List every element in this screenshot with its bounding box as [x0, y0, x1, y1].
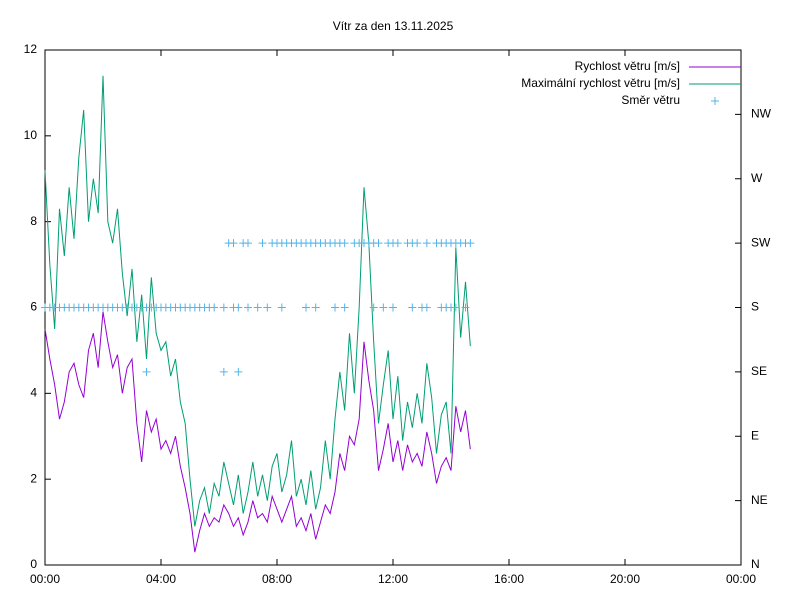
- line-series: [44, 311, 471, 553]
- x-tick-label: 12:00: [378, 572, 408, 586]
- direction-point: [311, 303, 320, 312]
- direction-point: [234, 367, 243, 376]
- direction-point: [234, 303, 243, 312]
- direction-point: [258, 239, 267, 248]
- direction-point: [142, 367, 151, 376]
- x-tick-label: 08:00: [262, 572, 292, 586]
- line-series: [44, 75, 471, 527]
- legend-label: Maximální rychlost větru [m/s]: [521, 76, 680, 90]
- direction-point: [422, 303, 431, 312]
- legend-marker: [711, 97, 719, 105]
- legend-label: Směr větru: [621, 93, 680, 107]
- y2-tick-label: SW: [751, 235, 771, 249]
- direction-point: [408, 303, 417, 312]
- direction-point: [413, 239, 422, 248]
- y2-tick-label: S: [751, 300, 759, 314]
- x-tick-label: 16:00: [494, 572, 524, 586]
- y-tick-label: 12: [24, 42, 38, 56]
- chart-title: Vítr za den 13.11.2025: [333, 19, 454, 33]
- direction-point: [466, 239, 475, 248]
- y-tick-label: 8: [30, 214, 37, 228]
- direction-point: [229, 239, 238, 248]
- legend-label: Rychlost větru [m/s]: [575, 59, 680, 73]
- y2-tick-label: E: [751, 428, 759, 442]
- y-tick-label: 4: [30, 386, 37, 400]
- y2-tick-label: W: [751, 171, 763, 185]
- direction-point: [451, 303, 460, 312]
- direction-point: [379, 303, 388, 312]
- direction-point: [244, 303, 252, 312]
- direction-point: [219, 303, 228, 312]
- direction-point: [374, 239, 383, 248]
- direction-point: [302, 303, 310, 312]
- y2-tick-label: N: [751, 557, 760, 571]
- direction-point: [340, 303, 349, 312]
- y2-tick-label: SE: [751, 364, 767, 378]
- y2-tick-label: NW: [751, 107, 772, 121]
- direction-point: [393, 239, 402, 248]
- x-tick-label: 00:00: [30, 572, 60, 586]
- direction-point: [277, 303, 286, 312]
- y-tick-label: 0: [30, 557, 37, 571]
- direction-point: [219, 367, 228, 376]
- direction-point: [244, 239, 252, 248]
- direction-point: [263, 303, 272, 312]
- y-tick-label: 2: [30, 471, 37, 485]
- direction-point: [210, 303, 219, 312]
- direction-point: [369, 303, 378, 312]
- direction-point: [253, 303, 262, 312]
- direction-point: [331, 303, 339, 312]
- x-tick-label: 00:00: [726, 572, 756, 586]
- y-tick-label: 6: [30, 300, 37, 314]
- direction-point: [422, 239, 431, 248]
- direction-point: [461, 303, 470, 312]
- y-tick-label: 10: [24, 128, 38, 142]
- direction-point: [389, 303, 397, 312]
- direction-point: [340, 239, 349, 248]
- x-tick-label: 20:00: [610, 572, 640, 586]
- x-tick-label: 04:00: [146, 572, 176, 586]
- y2-tick-label: NE: [751, 493, 768, 507]
